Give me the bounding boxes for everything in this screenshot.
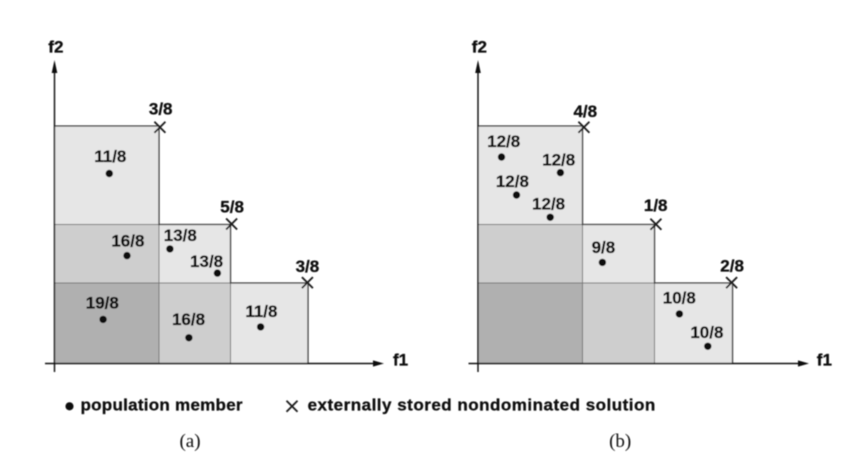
svg-text:3/8: 3/8 xyxy=(296,257,320,276)
svg-text:9/8: 9/8 xyxy=(592,238,616,257)
svg-text:10/8: 10/8 xyxy=(690,323,723,342)
svg-text:f1: f1 xyxy=(393,351,408,370)
svg-text:12/8: 12/8 xyxy=(487,132,520,151)
svg-text:f2: f2 xyxy=(472,38,487,57)
svg-text:12/8: 12/8 xyxy=(542,151,575,170)
svg-text:10/8: 10/8 xyxy=(663,289,696,308)
svg-text:3/8: 3/8 xyxy=(149,100,173,119)
svg-text:2/8: 2/8 xyxy=(720,257,744,276)
svg-text:12/8: 12/8 xyxy=(532,195,565,214)
svg-text:11/8: 11/8 xyxy=(245,302,277,321)
svg-text:12/8: 12/8 xyxy=(496,172,529,191)
svg-text:f2: f2 xyxy=(48,38,63,57)
svg-text:f1: f1 xyxy=(817,351,832,370)
svg-text:13/8: 13/8 xyxy=(164,226,197,245)
svg-text:(a): (a) xyxy=(179,431,200,452)
svg-text:1/8: 1/8 xyxy=(644,196,668,215)
svg-text:16/8: 16/8 xyxy=(111,232,144,251)
svg-text:19/8: 19/8 xyxy=(86,294,119,313)
svg-text:4/8: 4/8 xyxy=(573,102,597,121)
svg-text:5/8: 5/8 xyxy=(220,198,244,217)
svg-text:11/8: 11/8 xyxy=(94,147,126,166)
svg-text:13/8: 13/8 xyxy=(190,252,223,271)
svg-text:externally stored nondominated: externally stored nondominated solution xyxy=(308,396,656,415)
svg-text:(b): (b) xyxy=(609,431,631,452)
svg-text:16/8: 16/8 xyxy=(172,310,205,329)
svg-text:population member: population member xyxy=(81,396,243,415)
